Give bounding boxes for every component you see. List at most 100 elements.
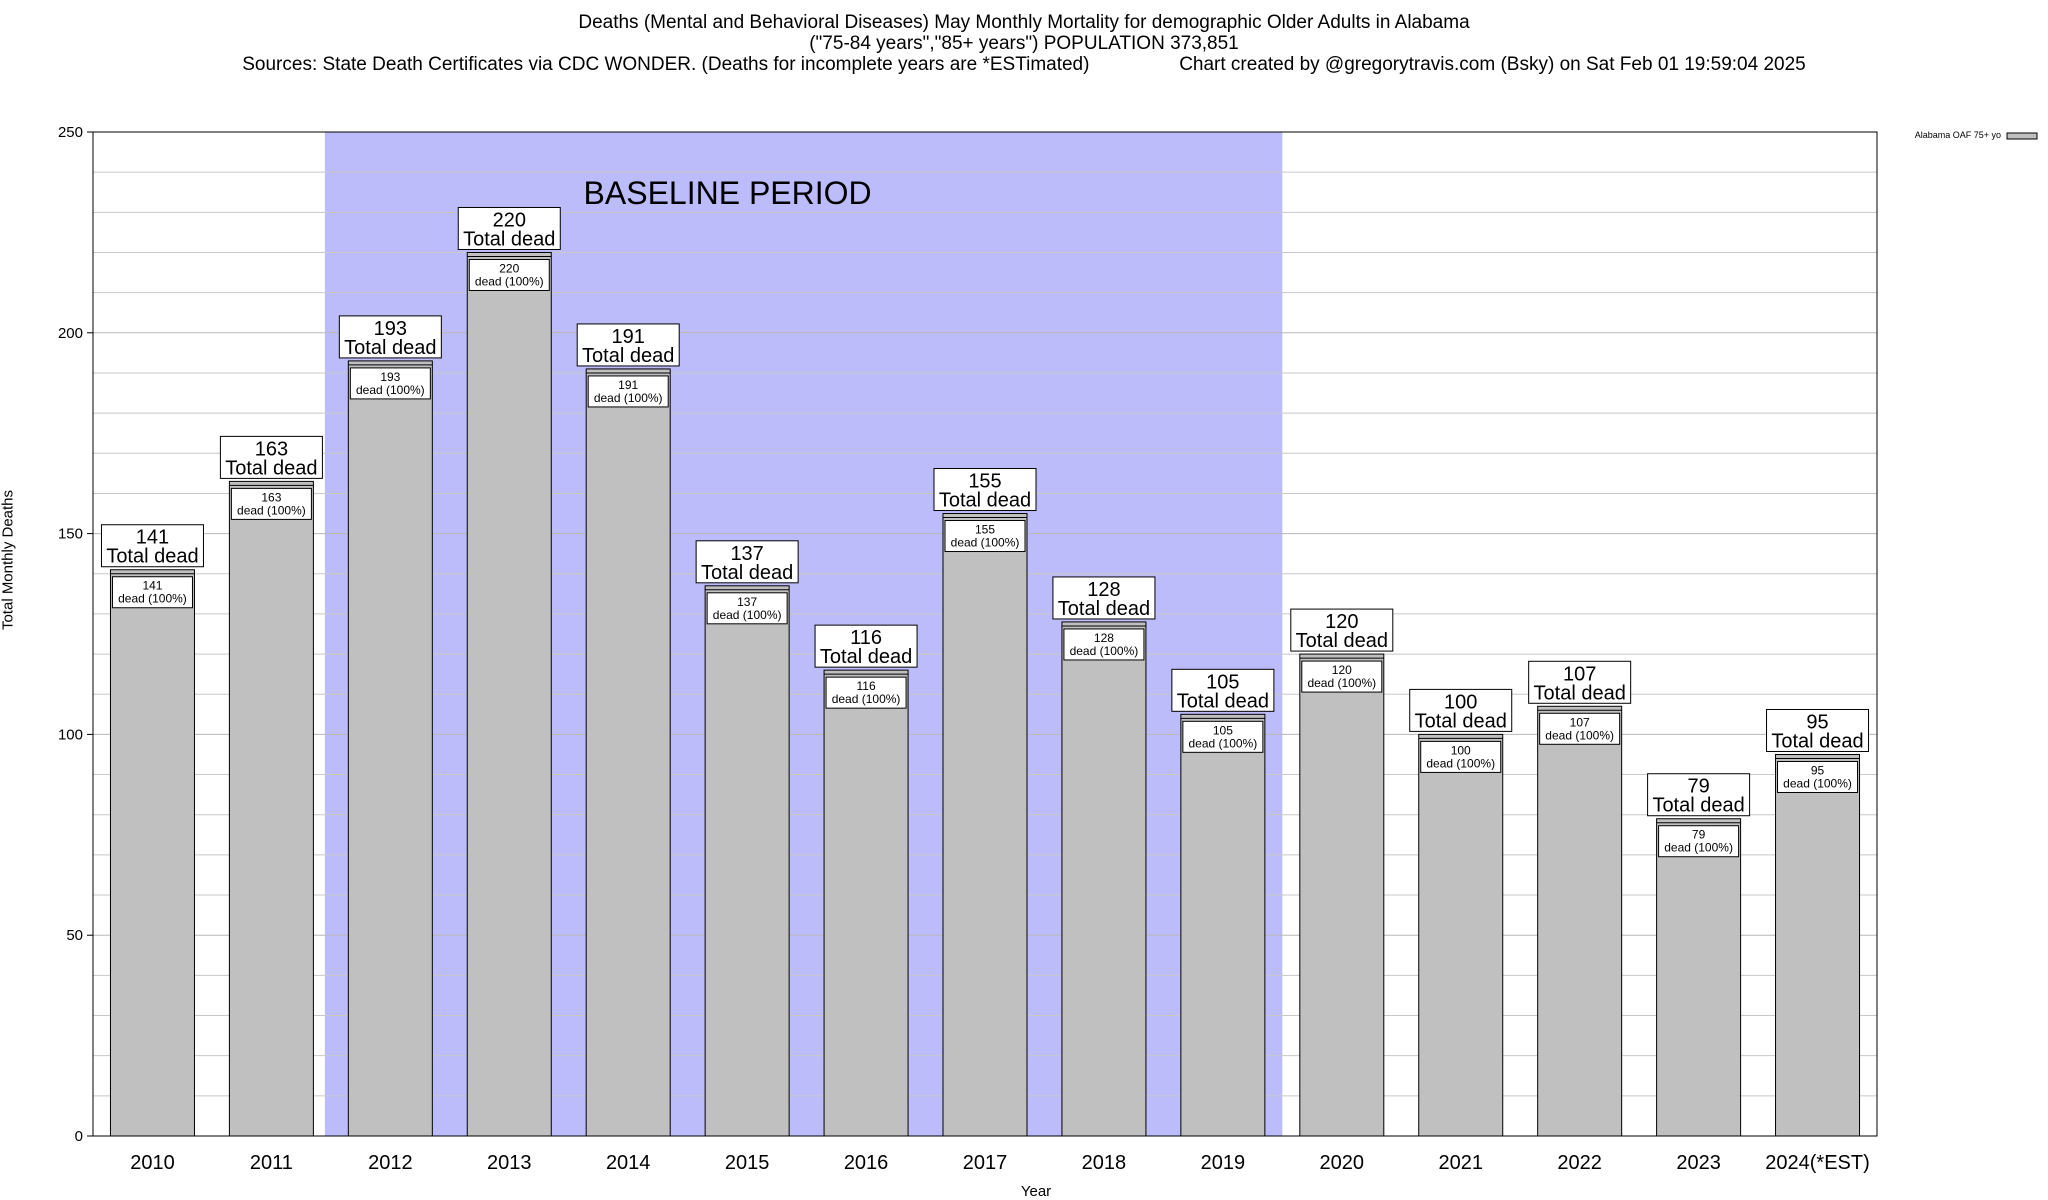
top-value-label: 220 xyxy=(493,209,526,231)
top-value-label: 105 xyxy=(1206,671,1239,693)
top-value-label: 79 xyxy=(1687,776,1709,798)
x-tick-label: 2013 xyxy=(487,1152,532,1174)
x-axis-label: Year xyxy=(1020,1183,1052,1200)
inner-value-label: 155 xyxy=(975,523,995,537)
inner-label-box xyxy=(111,576,193,609)
top-value-label: 100 xyxy=(1444,691,1477,713)
x-tick-label: 2023 xyxy=(1676,1152,1721,1174)
bar xyxy=(585,368,671,1137)
inner-label-box xyxy=(1420,740,1502,773)
bar xyxy=(1299,653,1385,1137)
top-label-box xyxy=(338,315,442,359)
top-value-label: 191 xyxy=(612,326,645,348)
top-value-label: 120 xyxy=(1325,611,1358,633)
top-label-box xyxy=(1052,576,1156,620)
bar xyxy=(228,480,314,1137)
inner-percent-label: dead (100%) xyxy=(356,383,425,397)
inner-percent-label: dead (100%) xyxy=(1070,644,1139,658)
top-value-label: 193 xyxy=(374,318,407,340)
x-tick-label: 2018 xyxy=(1082,1152,1127,1174)
x-tick-label: 2021 xyxy=(1438,1152,1483,1174)
inner-value-label: 100 xyxy=(1451,743,1471,757)
bar xyxy=(466,251,552,1137)
inner-percent-label: dead (100%) xyxy=(1664,841,1733,855)
top-value-label: 141 xyxy=(136,527,169,549)
top-label-box xyxy=(1528,660,1632,704)
x-tick-label: 2017 xyxy=(963,1152,1008,1174)
top-label-box xyxy=(1766,708,1870,752)
y-tick-label: 50 xyxy=(66,927,83,944)
inner-value-label: 107 xyxy=(1570,715,1590,729)
inner-value-label: 128 xyxy=(1094,631,1114,645)
x-tick-label: 2010 xyxy=(130,1152,175,1174)
inner-percent-label: dead (100%) xyxy=(475,274,544,288)
inner-percent-label: dead (100%) xyxy=(713,608,782,622)
inner-percent-label: dead (100%) xyxy=(832,692,901,706)
inner-value-label: 120 xyxy=(1332,663,1352,677)
top-value-label: 116 xyxy=(850,627,882,649)
bar xyxy=(1180,713,1266,1137)
inner-label-box xyxy=(230,487,312,520)
inner-percent-label: dead (100%) xyxy=(118,592,187,606)
inner-value-label: 220 xyxy=(499,261,519,275)
top-value-label: 137 xyxy=(730,543,763,565)
top-total-label: Total dead xyxy=(939,490,1031,512)
bar xyxy=(1775,753,1861,1137)
bar xyxy=(1418,733,1504,1137)
top-label-box xyxy=(933,468,1037,512)
top-total-label: Total dead xyxy=(106,546,198,568)
inner-label-box xyxy=(587,375,669,408)
inner-percent-label: dead (100%) xyxy=(594,391,663,405)
inner-percent-label: dead (100%) xyxy=(1426,756,1495,770)
x-tick-label: 2022 xyxy=(1557,1152,1602,1174)
bar xyxy=(109,569,195,1137)
baseline-period-label: BASELINE PERIOD xyxy=(584,175,872,211)
top-label-box xyxy=(1290,608,1394,652)
top-total-label: Total dead xyxy=(1652,795,1744,817)
inner-label-box xyxy=(944,520,1026,553)
inner-label-box xyxy=(706,592,788,625)
top-total-label: Total dead xyxy=(225,457,317,479)
top-value-label: 107 xyxy=(1563,663,1596,685)
y-tick-label: 200 xyxy=(58,325,83,342)
top-total-label: Total dead xyxy=(463,228,555,250)
inner-percent-label: dead (100%) xyxy=(1545,728,1614,742)
bar xyxy=(1656,818,1742,1137)
inner-value-label: 191 xyxy=(618,378,638,392)
top-label-box xyxy=(576,323,680,367)
inner-label-box xyxy=(1658,825,1740,858)
inner-percent-label: dead (100%) xyxy=(1783,776,1852,790)
top-total-label: Total dead xyxy=(820,646,912,668)
x-tick-label: 2011 xyxy=(250,1152,293,1174)
inner-value-label: 163 xyxy=(261,490,281,504)
inner-value-label: 95 xyxy=(1811,763,1825,777)
inner-value-label: 193 xyxy=(380,370,400,384)
x-tick-label: 2012 xyxy=(368,1152,413,1174)
top-value-label: 155 xyxy=(968,471,1001,493)
y-tick-label: 100 xyxy=(58,726,83,743)
inner-value-label: 105 xyxy=(1213,723,1233,737)
top-total-label: Total dead xyxy=(1415,710,1507,732)
y-tick-label: 250 xyxy=(58,124,83,141)
inner-value-label: 141 xyxy=(142,579,162,593)
inner-value-label: 137 xyxy=(737,595,757,609)
top-label-box xyxy=(457,206,561,250)
bar xyxy=(1061,621,1147,1137)
top-label-box xyxy=(1171,668,1275,712)
legend-swatch xyxy=(2006,132,2038,140)
inner-label-box xyxy=(349,367,431,400)
top-label-box xyxy=(695,540,799,584)
top-label-box xyxy=(1409,688,1513,732)
top-total-label: Total dead xyxy=(1058,598,1150,620)
inner-label-box xyxy=(1539,712,1621,745)
x-tick-label: 2019 xyxy=(1201,1152,1246,1174)
bar xyxy=(1537,705,1623,1137)
inner-label-box xyxy=(825,676,907,709)
inner-label-box xyxy=(1301,660,1383,693)
bar xyxy=(347,360,433,1137)
top-total-label: Total dead xyxy=(1771,730,1863,752)
x-tick-label: 2024(*EST) xyxy=(1765,1152,1870,1174)
chart-title-block: Deaths (Mental and Behavioral Diseases) … xyxy=(0,12,2048,75)
x-tick-label: 2015 xyxy=(725,1152,770,1174)
inner-label-box xyxy=(1182,720,1264,753)
